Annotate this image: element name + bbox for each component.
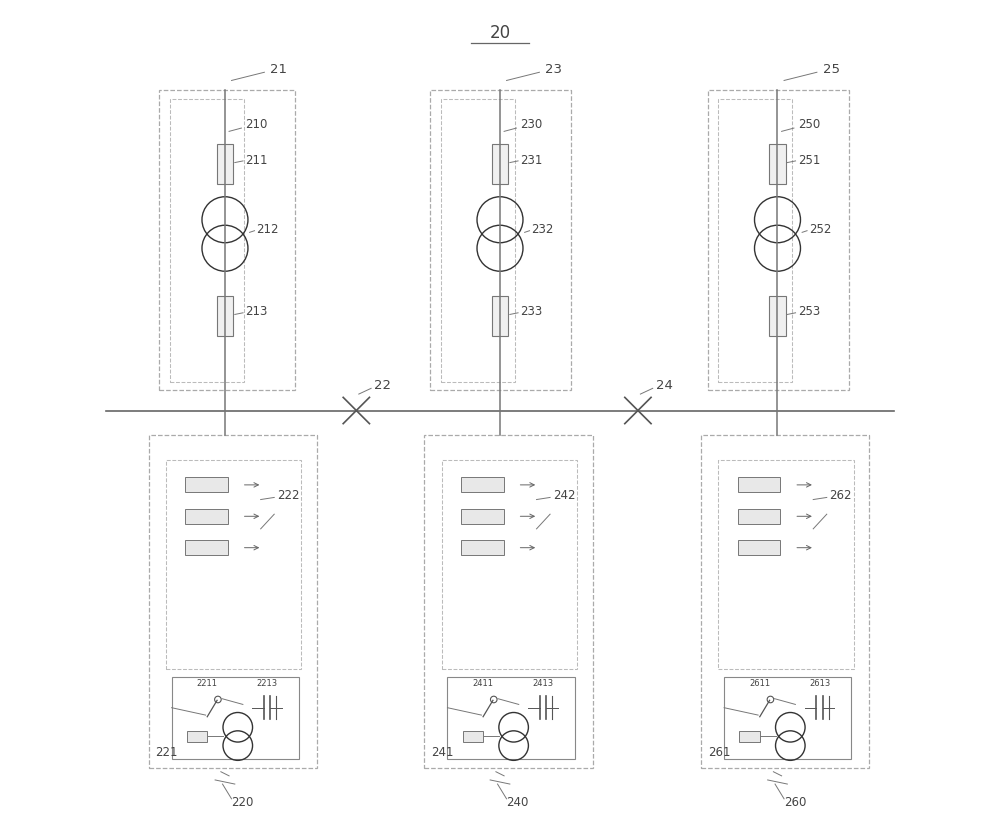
Bar: [492, 296, 508, 336]
Bar: [461, 540, 504, 555]
Text: 250: 250: [798, 118, 820, 131]
Text: 252: 252: [809, 223, 831, 236]
Bar: [461, 478, 504, 493]
Bar: [463, 731, 483, 742]
Text: 233: 233: [521, 305, 543, 319]
Text: 220: 220: [232, 796, 254, 810]
Text: 210: 210: [245, 118, 268, 131]
Text: 20: 20: [489, 24, 511, 42]
Text: 2613: 2613: [809, 679, 830, 687]
Text: 240: 240: [507, 796, 529, 810]
Text: 25: 25: [823, 63, 840, 76]
Bar: [185, 509, 228, 524]
Text: 253: 253: [798, 305, 820, 319]
Bar: [185, 540, 228, 555]
Bar: [739, 731, 760, 742]
Text: 2211: 2211: [197, 679, 218, 687]
Text: 251: 251: [798, 154, 820, 167]
Text: 262: 262: [829, 488, 852, 502]
Text: 261: 261: [708, 746, 730, 759]
Bar: [185, 478, 228, 493]
Text: 241: 241: [431, 746, 454, 759]
Text: 211: 211: [245, 154, 268, 167]
Text: 232: 232: [531, 223, 554, 236]
Bar: [217, 144, 233, 184]
Text: 242: 242: [553, 488, 575, 502]
Bar: [217, 296, 233, 336]
Bar: [461, 509, 504, 524]
Text: 2411: 2411: [473, 679, 494, 687]
Bar: [738, 540, 780, 555]
Text: 221: 221: [155, 746, 178, 759]
Bar: [738, 509, 780, 524]
Text: 231: 231: [521, 154, 543, 167]
Bar: [738, 478, 780, 493]
Text: 260: 260: [784, 796, 806, 810]
Bar: [492, 144, 508, 184]
Text: 213: 213: [245, 305, 268, 319]
Text: 2213: 2213: [256, 679, 278, 687]
Text: 24: 24: [656, 379, 673, 392]
Text: 23: 23: [545, 63, 562, 76]
Text: 2413: 2413: [532, 679, 553, 687]
Text: 222: 222: [277, 488, 299, 502]
Text: 212: 212: [256, 223, 279, 236]
Bar: [769, 144, 786, 184]
Text: 22: 22: [374, 379, 391, 392]
Text: 2611: 2611: [749, 679, 770, 687]
Text: 230: 230: [521, 118, 543, 131]
Bar: [769, 296, 786, 336]
Text: 21: 21: [270, 63, 287, 76]
Bar: [187, 731, 207, 742]
